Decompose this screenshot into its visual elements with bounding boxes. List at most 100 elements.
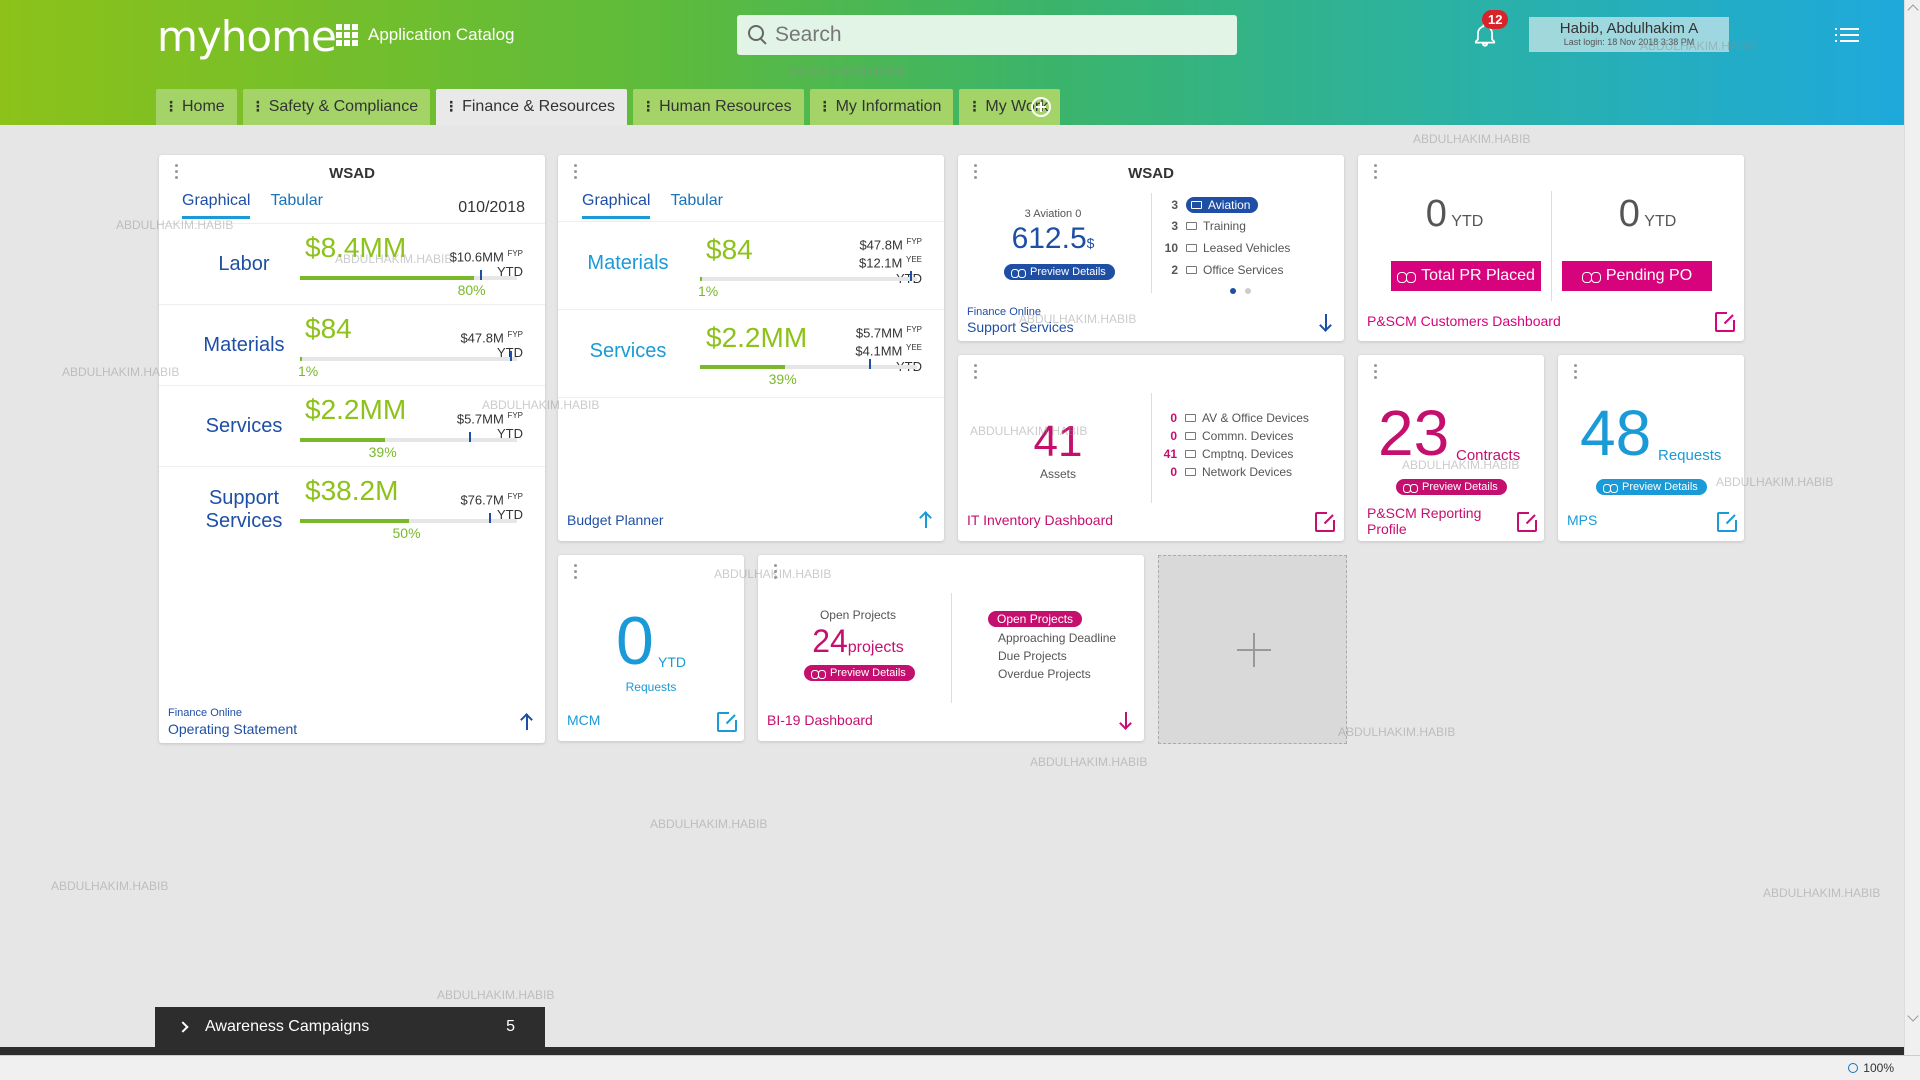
list-item[interactable]: Open Projects — [988, 611, 1083, 627]
tab-human-resources[interactable]: ⋮ Human Resources — [633, 89, 804, 125]
card-menu-icon[interactable] — [974, 164, 978, 180]
card-menu-icon[interactable] — [574, 564, 578, 580]
add-tab-icon[interactable] — [1031, 97, 1051, 117]
list-menu-icon[interactable] — [1835, 28, 1859, 46]
tab-my-information[interactable]: ⋮ My Information — [809, 89, 954, 125]
support-services-link[interactable]: Support Services — [967, 319, 1074, 335]
external-link-icon[interactable] — [1717, 510, 1739, 532]
pending-po-button[interactable]: Pending PO — [1562, 261, 1712, 291]
list-item[interactable]: 0 Commn. Devices — [1153, 429, 1293, 443]
carousel-dot[interactable] — [1230, 288, 1236, 294]
footer-source: Finance Online — [967, 306, 1041, 318]
vertical-scrollbar[interactable] — [1904, 0, 1920, 1055]
add-widget-button[interactable] — [1158, 555, 1347, 744]
scroll-down-icon[interactable] — [1907, 1010, 1919, 1022]
search-icon[interactable] — [747, 24, 769, 46]
arrow-up-icon[interactable] — [520, 713, 534, 731]
tab-graphical[interactable]: Graphical — [182, 192, 251, 219]
metric-value: $38.2M — [305, 475, 399, 506]
preview-details-button[interactable]: Preview Details — [1396, 479, 1507, 495]
tab-graphical[interactable]: Graphical — [582, 192, 651, 219]
budget-planner-link[interactable]: Budget Planner — [567, 512, 664, 528]
pr-left-value: 0 — [1425, 193, 1447, 235]
operating-statement-link[interactable]: Operating Statement — [168, 721, 298, 737]
card-menu-icon[interactable] — [175, 164, 179, 180]
campaigns-label: Awareness Campaigns — [205, 1018, 370, 1035]
tab-finance-resources[interactable]: ⋮ Finance & Resources — [436, 89, 628, 125]
list-item[interactable]: 41 Cmptnq. Devices — [1153, 447, 1294, 461]
mcm-link[interactable]: MCM — [567, 712, 601, 728]
search-input[interactable] — [775, 23, 1215, 47]
tab-tabular[interactable]: Tabular — [670, 192, 723, 209]
estimate-value: $4.1MM — [855, 343, 903, 359]
binoculars-icon — [1403, 482, 1418, 493]
tab-tabular[interactable]: Tabular — [270, 192, 323, 209]
list-item[interactable]: Overdue Projects — [998, 667, 1091, 681]
target-tag: FYP — [507, 330, 523, 339]
list-item[interactable]: 3 Training — [1154, 219, 1246, 233]
card-menu-icon[interactable] — [774, 564, 778, 580]
external-link-icon[interactable] — [717, 710, 739, 732]
pscm-reporting-profile-link[interactable]: P&SCM Reporting Profile — [1367, 505, 1482, 537]
card-menu-icon[interactable] — [574, 164, 578, 180]
arrow-down-icon[interactable] — [1319, 313, 1333, 331]
list-item[interactable]: 0 AV & Office Devices — [1153, 411, 1309, 425]
watermark: ABDULHAKIM.HABIB — [1030, 755, 1148, 769]
user-profile[interactable]: Habib, Abdulhakim A Last login: 18 Nov 2… — [1529, 17, 1729, 52]
metric-label: Materials — [203, 334, 285, 356]
estimate-tag: YEE — [905, 343, 922, 353]
total-pr-placed-button[interactable]: Total PR Placed — [1391, 261, 1541, 291]
zoom-control[interactable]: 100% — [1848, 1061, 1894, 1075]
progress-track — [700, 359, 917, 369]
support-services-card: WSAD 3 Aviation 0 612.5$ Preview Details… — [958, 155, 1344, 341]
tab-home[interactable]: ⋮ Home — [156, 89, 237, 125]
preview-details-button[interactable]: Preview Details — [1004, 264, 1115, 280]
progress-fill — [300, 357, 303, 361]
top-header: myhome Application Catalog 12 Habib, Abd… — [0, 0, 1904, 125]
watermark: ABDULHAKIM.HABIB — [1338, 725, 1456, 739]
list-item[interactable]: 0 Network Devices — [1153, 465, 1292, 479]
list-label: Cmptnq. Devices — [1202, 447, 1294, 461]
preview-details-button[interactable]: Preview Details — [804, 665, 915, 681]
awareness-campaigns-bar[interactable]: Awareness Campaigns 5 — [155, 1007, 545, 1047]
network-icon — [1185, 468, 1196, 476]
budget-planner-card: Graphical Tabular Materials $84 $47.8M FYP… — [558, 155, 944, 541]
budget-row: Services $2.2MM $5.7MM FYP$4.1MM YEEYTD 39% — [558, 309, 944, 397]
grid-icon — [336, 24, 358, 46]
mps-link[interactable]: MPS — [1567, 512, 1598, 528]
arrow-up-icon[interactable] — [919, 511, 933, 529]
card-menu-icon[interactable] — [974, 364, 978, 380]
scroll-up-icon[interactable] — [1907, 4, 1919, 16]
wsad-operating-statement-card: WSAD Graphical Tabular 010/2018 Labor $8.… — [159, 155, 545, 743]
external-link-icon[interactable] — [1517, 510, 1539, 532]
drag-handle-icon: ⋮ — [967, 98, 981, 114]
list-item[interactable]: 10 Leased Vehicles — [1154, 241, 1291, 255]
preview-details-button[interactable]: Preview Details — [1596, 479, 1707, 495]
tab-label: Finance & Resources — [462, 98, 616, 115]
bi19-dashboard-link[interactable]: BI-19 Dashboard — [767, 712, 873, 728]
notification-badge[interactable]: 12 — [1482, 10, 1509, 29]
metric-percent: 80% — [457, 282, 486, 298]
list-item[interactable]: 3 Aviation — [1154, 197, 1259, 213]
budget-row: Materials $84 $47.8M FYP$12.1M YEEYTD 1% — [558, 221, 944, 309]
application-catalog-button[interactable]: Application Catalog — [336, 24, 514, 46]
metric-row: Services $2.2MM $5.7MM FYP YTD 39% — [159, 385, 545, 466]
metric-row: Labor $8.4MM $10.6MM FYP YTD 80% — [159, 223, 545, 304]
list-item[interactable]: 2 Office Services — [1154, 263, 1283, 277]
external-link-icon[interactable] — [1315, 510, 1337, 532]
card-menu-icon[interactable] — [1374, 164, 1378, 180]
list-item[interactable]: Approaching Deadline — [998, 631, 1116, 645]
card-menu-icon[interactable] — [1374, 364, 1378, 380]
pscm-customers-dashboard-link[interactable]: P&SCM Customers Dashboard — [1367, 313, 1561, 329]
list-item[interactable]: Due Projects — [998, 649, 1067, 663]
external-link-icon[interactable] — [1715, 310, 1737, 332]
metric-label: Labor — [218, 253, 270, 275]
watermark: ABDULHAKIM.HABIB — [437, 988, 555, 1002]
it-inventory-dashboard-link[interactable]: IT Inventory Dashboard — [967, 512, 1114, 528]
carousel-dot[interactable] — [1245, 288, 1251, 294]
myhome-logo[interactable]: myhome — [157, 12, 337, 61]
tab-safety-compliance[interactable]: ⋮ Safety & Compliance — [242, 89, 431, 125]
arrow-down-icon[interactable] — [1119, 711, 1133, 729]
target-marker — [469, 432, 472, 442]
card-menu-icon[interactable] — [1574, 364, 1578, 380]
